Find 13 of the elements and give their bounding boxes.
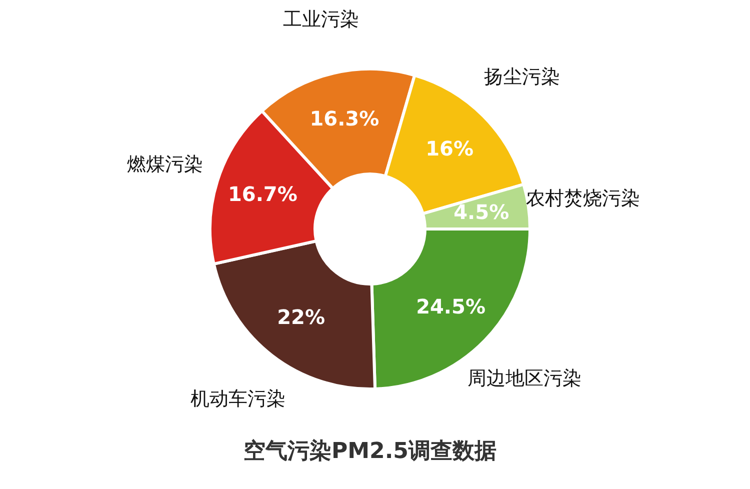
text: 空气污染PM2.5调查数据 (244, 438, 496, 464)
slice-label: 机动车污染 (190, 388, 286, 410)
data-label: 22% (277, 304, 325, 329)
slice-label: 工业污染 (283, 8, 360, 31)
data-label: 16% (426, 136, 474, 160)
data-label: 24.5% (416, 294, 486, 318)
data-label: 4.5% (454, 200, 510, 224)
slice-label: 扬尘污染 (484, 66, 560, 88)
slice-label: 周边地区污染 (467, 368, 582, 390)
data-label: 16.3% (310, 106, 380, 130)
data-label: 16.7% (228, 182, 298, 206)
slice-label: 农村焚烧污染 (526, 188, 640, 210)
slice-label: 燃煤污染 (126, 153, 203, 176)
